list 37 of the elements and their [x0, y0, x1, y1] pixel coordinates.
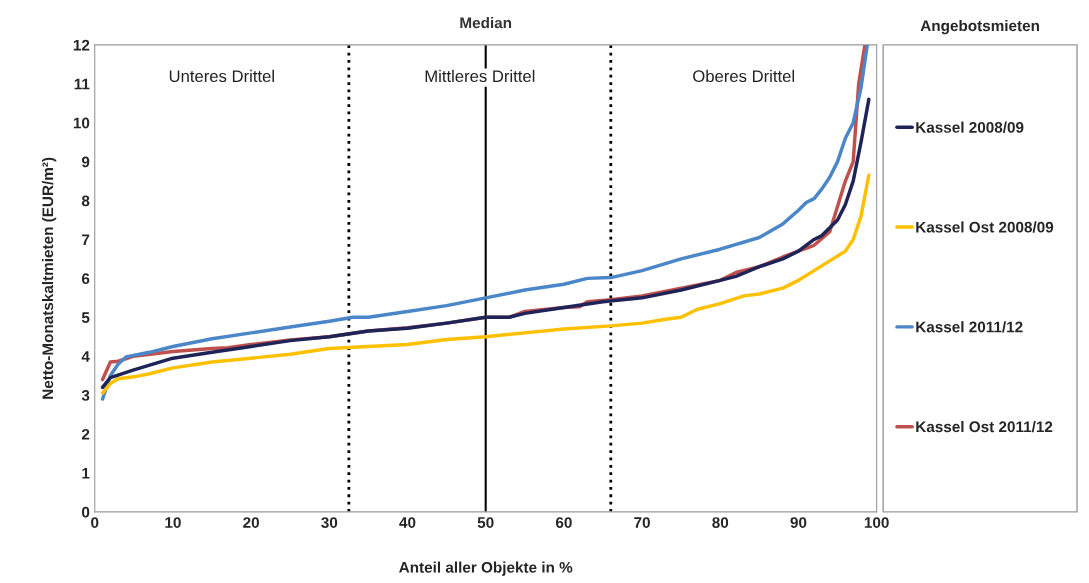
- x-tick-label: 90: [790, 517, 807, 528]
- legend-label: Kassel 2008/09: [916, 121, 1024, 133]
- x-tick-label: 20: [243, 517, 259, 528]
- y-tick-label: 10: [73, 117, 90, 129]
- x-tick-label: 50: [477, 517, 494, 528]
- x-tick-label: 60: [555, 517, 572, 528]
- y-tick-label: 6: [81, 273, 90, 285]
- y-tick-label: 8: [81, 195, 90, 207]
- legend-title: Angebotsmieten: [920, 19, 1039, 35]
- legend-label: Kassel Ost 2008/09: [916, 221, 1054, 233]
- y-tick-label: 7: [82, 234, 90, 245]
- x-tick-label: 10: [165, 517, 181, 528]
- x-tick-label: 100: [864, 517, 889, 528]
- annotation: Oberes Drittel: [693, 69, 795, 83]
- x-tick-label: 30: [321, 517, 338, 528]
- x-tick-label: 80: [712, 517, 729, 528]
- y-tick-label: 11: [74, 78, 90, 90]
- y-tick-label: 1: [82, 467, 90, 479]
- legend-label: Kassel Ost 2011/12: [916, 420, 1053, 433]
- y-tick-label: 2: [81, 428, 90, 440]
- ref-line-label: Median: [460, 17, 512, 29]
- y-tick-label: 4: [81, 351, 90, 362]
- y-tick-label: 3: [81, 390, 90, 401]
- legend-label: Kassel 2011/12: [916, 321, 1023, 333]
- x-axis-title: Anteil aller Objekte in %: [399, 561, 573, 576]
- y-axis-title: Netto-Monatskaltmieten (EUR/m²): [41, 157, 57, 399]
- y-tick-label: 9: [81, 156, 90, 168]
- annotation: Unteres Drittel: [169, 69, 274, 83]
- y-tick-label: 12: [73, 39, 90, 51]
- y-tick-label: 5: [81, 312, 90, 323]
- x-tick-label: 70: [634, 517, 650, 528]
- x-tick-label: 0: [91, 517, 99, 528]
- line-series: [100, 97, 871, 390]
- x-tick-label: 40: [399, 517, 416, 528]
- y-tick-label: 0: [81, 506, 90, 518]
- annotation: Mittleres Drittel: [425, 69, 535, 83]
- line-series: [100, 173, 871, 395]
